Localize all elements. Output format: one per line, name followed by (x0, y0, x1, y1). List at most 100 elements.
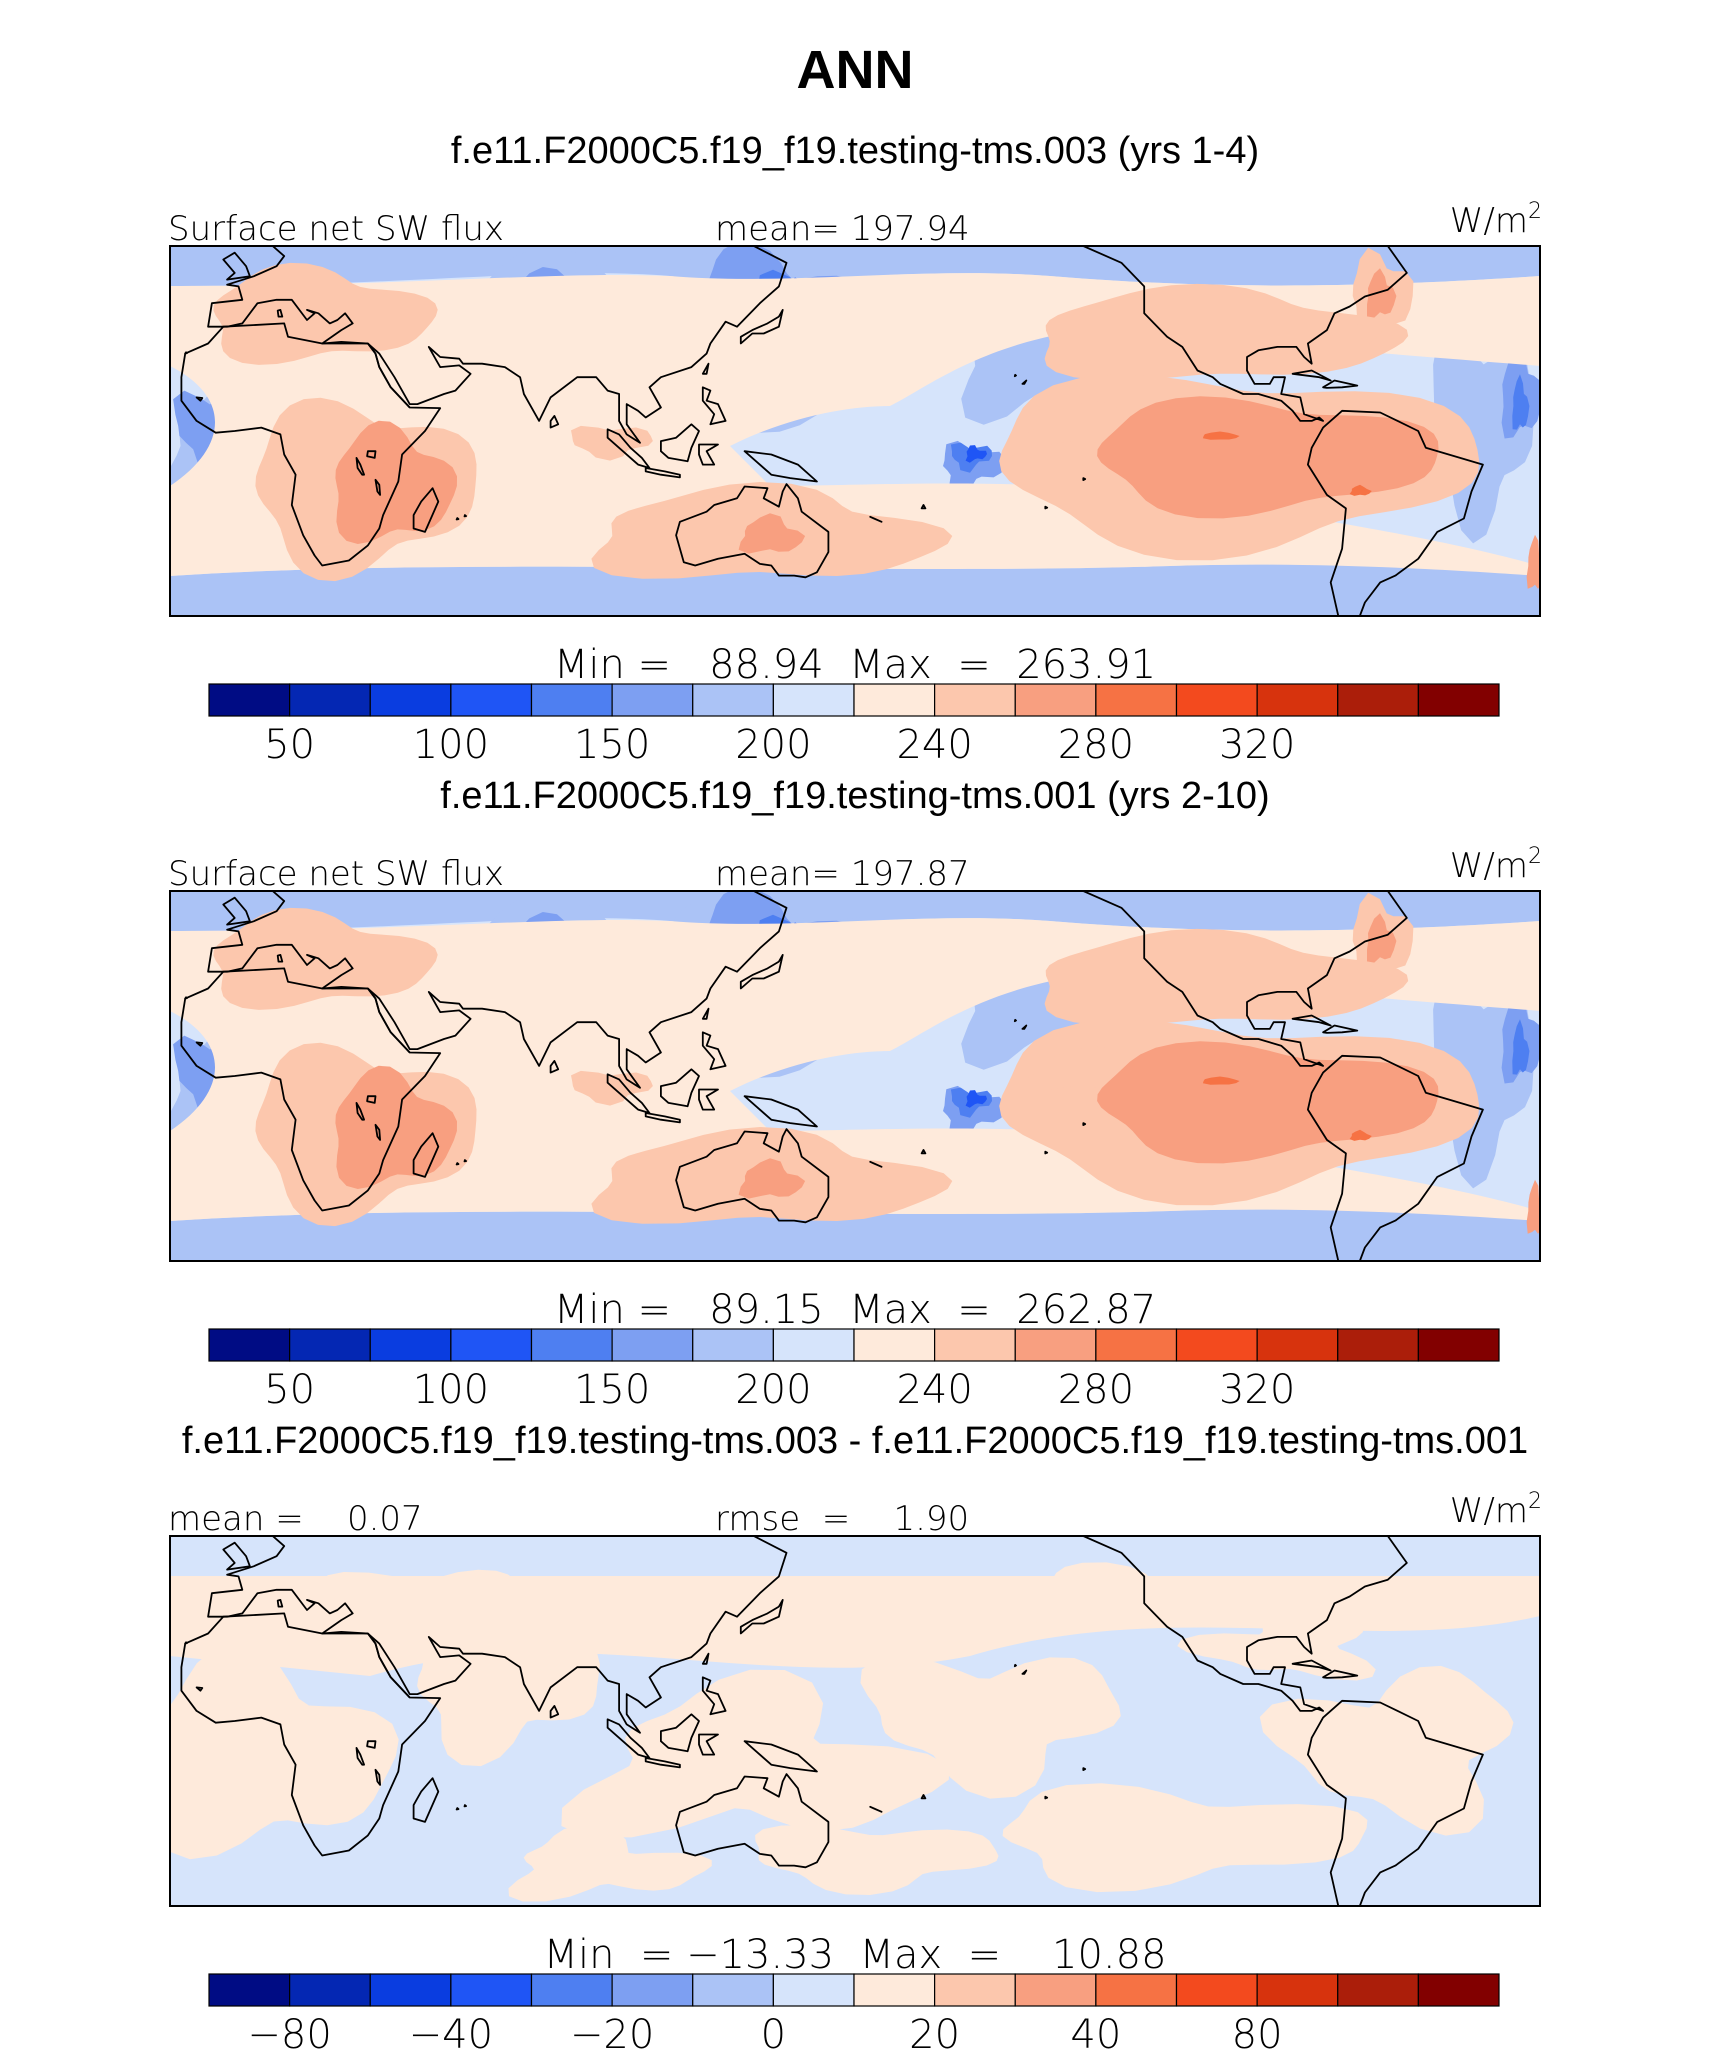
left-label-1: Surface net SW flux (168, 209, 504, 249)
colorbar-swatch (934, 1328, 1016, 1362)
island-outline (1322, 1024, 1359, 1034)
coastline (367, 1632, 411, 1699)
units-exp-2: 2 (1528, 844, 1542, 869)
colorbar-swatch (289, 1973, 371, 2007)
island-outline (701, 386, 727, 426)
lake-outline (195, 396, 204, 402)
colorbar-swatch (1095, 1973, 1178, 2007)
coastline (207, 246, 788, 444)
coastline (1068, 246, 1408, 422)
island-outline (222, 896, 251, 926)
lake-outline (195, 1041, 204, 1047)
case-title-3: f.e11.F2000C5.f19_f19.testing-tms.003 - … (182, 1420, 1528, 1462)
coastline (412, 487, 440, 533)
island-outline (276, 1599, 284, 1608)
colorbar-swatch (1256, 1973, 1339, 2007)
island-outline (463, 1804, 467, 1808)
island-outline (1082, 1767, 1087, 1771)
colorbar-swatch (530, 1328, 613, 1362)
island-outline (1291, 1014, 1332, 1027)
island-outline (184, 996, 188, 1000)
contour-fill (1202, 431, 1240, 440)
colorbar-swatch (450, 683, 533, 717)
contour-fill (571, 425, 653, 461)
colorbar-swatch (934, 1973, 1016, 2007)
island-outline (701, 1007, 710, 1020)
colorbar-swatch (1014, 1328, 1097, 1362)
contour-fill (738, 513, 806, 554)
colorbar-swatch (611, 1328, 694, 1362)
lake-outline (374, 1768, 381, 1786)
colorbar-swatch (1337, 683, 1419, 717)
island-outline (1291, 369, 1332, 382)
island-outline (463, 1159, 467, 1163)
colorbar-swatch (530, 1973, 613, 2007)
left-label-3: mean = 0.07 (168, 1499, 423, 1539)
coastline (675, 1128, 830, 1224)
colorbar-tick-label: 240 (896, 1367, 972, 1413)
island-outline (222, 251, 251, 281)
colorbar-swatch (1095, 1328, 1178, 1362)
center-label-2: mean= 197.87 (715, 854, 970, 894)
colorbar-tick-label: 0 (761, 2012, 786, 2058)
lake-outline (195, 1686, 204, 1692)
contour-fill (1002, 1783, 1368, 1893)
colorbar-swatch (1417, 1328, 1500, 1362)
colorbar-tick-label: 50 (264, 722, 315, 768)
colorbar-3: −80 −40 −20 0 20 40 80 (208, 1973, 1500, 2058)
colorbar-swatch (853, 1973, 936, 2007)
contour-fill (965, 445, 987, 463)
coastline (367, 987, 411, 1054)
coastlines (180, 891, 1484, 1261)
units-1: W/m2 (1450, 199, 1542, 241)
minmax-1: Min = 88.94 Max = 263.91 (554, 642, 1156, 688)
contour-fill (738, 1158, 806, 1199)
island-outline (869, 515, 883, 523)
colorbar-swatch (530, 683, 613, 717)
colorbar-swatch (450, 1973, 533, 2007)
colorbar-swatch (1014, 1973, 1097, 2007)
colorbar-swatch (1337, 1973, 1419, 2007)
colorbar-swatch (1175, 1328, 1258, 1362)
island-outline (1322, 1669, 1359, 1679)
island-outline (276, 954, 284, 963)
colorbar-tick-label: 200 (735, 1367, 811, 1413)
coastline (675, 1773, 830, 1869)
island-outline (743, 450, 818, 483)
contour-fill (324, 1569, 529, 1633)
contour-fill (1349, 484, 1372, 496)
colorbar-swatch (208, 1973, 291, 2007)
contour-fill (213, 262, 438, 365)
contour-fill (170, 1643, 399, 1860)
island-outline (276, 309, 284, 318)
contour-fill (170, 564, 1540, 616)
island-outline (743, 1095, 818, 1128)
island-outline (1082, 1122, 1087, 1126)
island-outline (184, 351, 188, 355)
colorbar-tick-label: 150 (574, 722, 650, 768)
lake-outline (355, 1102, 365, 1121)
colorbar-tick-label: 80 (1232, 2012, 1283, 2058)
colorbar-swatch (853, 1328, 936, 1362)
colorbar-swatch (1014, 683, 1097, 717)
coastline (207, 1536, 788, 1734)
island-outline (920, 504, 927, 510)
island-outline (549, 1060, 560, 1074)
contour-fill (335, 1065, 457, 1189)
units-3: W/m2 (1450, 1489, 1542, 1531)
island-outline (701, 362, 710, 375)
colorbar-swatch (208, 683, 291, 717)
colorbar-swatch (1175, 683, 1258, 717)
island-outline (1044, 1795, 1049, 1800)
contour-fill (1044, 928, 1409, 1026)
island-outline (549, 415, 560, 429)
map-frame (169, 245, 1541, 617)
coastline (1307, 1054, 1484, 1261)
contour-fill (1044, 283, 1409, 381)
lake-outline (374, 1123, 381, 1141)
colorbar-1: 50 100 150 200 240 280 320 (208, 683, 1500, 768)
colorbar-swatch (772, 1973, 855, 2007)
island-outline (698, 443, 719, 466)
contour-fill (335, 420, 457, 544)
